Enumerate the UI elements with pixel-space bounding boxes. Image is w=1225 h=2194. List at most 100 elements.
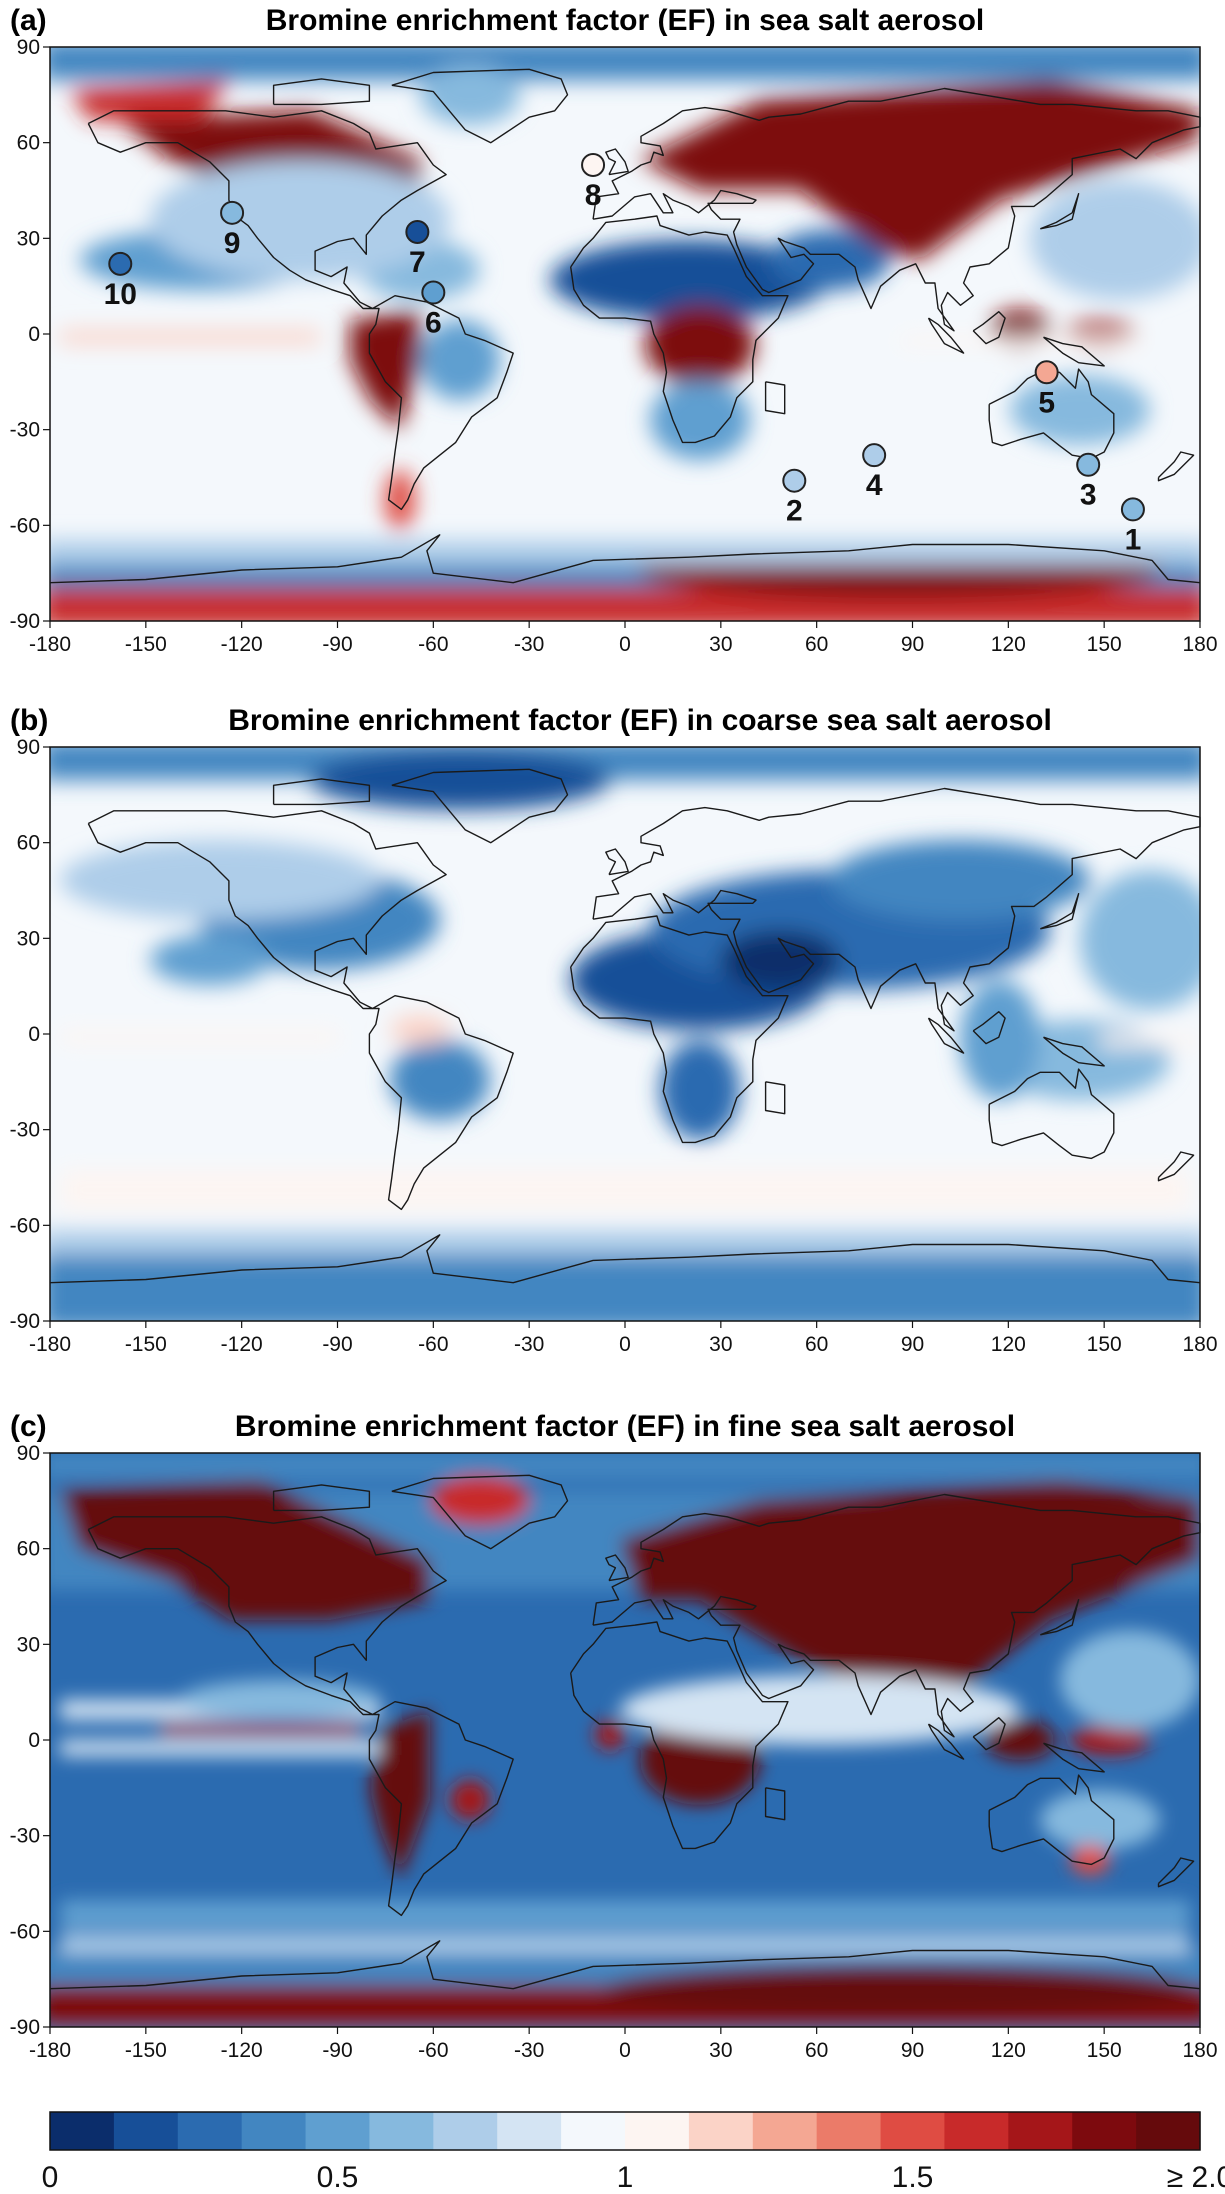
coastline bbox=[927, 1723, 965, 1760]
colorbar-tick-label: 1.5 bbox=[892, 2161, 934, 2194]
x-tick-label: -60 bbox=[418, 633, 448, 656]
x-tick-label: 150 bbox=[1087, 633, 1122, 656]
coastline bbox=[1040, 1599, 1080, 1636]
colorbar-cell bbox=[816, 2112, 882, 2150]
colorbar-cell bbox=[177, 2112, 243, 2150]
y-tick-label: -30 bbox=[10, 1119, 40, 1142]
coastline bbox=[368, 1701, 514, 1917]
coastline bbox=[49, 1940, 1201, 1990]
colorbar-tick-label: ≥ 2.0 bbox=[1167, 2161, 1225, 2194]
site-marker bbox=[421, 280, 446, 305]
x-tick-label: 180 bbox=[1182, 633, 1217, 656]
x-tick-label: 120 bbox=[991, 633, 1026, 656]
y-tick-label: -90 bbox=[10, 2016, 40, 2039]
panel-a-sites: 1 2 3 4 5 6 7 8 9 10 bbox=[104, 152, 1145, 556]
panel-c-coastlines bbox=[49, 1474, 1201, 1990]
y-tick-label: 90 bbox=[17, 736, 40, 759]
y-tick-label: 30 bbox=[17, 1633, 40, 1656]
y-tick-label: -60 bbox=[10, 514, 40, 537]
panel-a-axes: -180 -150 -120 -90 -60 -30 0 30 60 90 120 150 180906… bbox=[10, 36, 1218, 656]
x-tick-label: -120 bbox=[221, 2039, 263, 2062]
x-tick-label: -120 bbox=[221, 1333, 263, 1356]
site-label: 10 bbox=[104, 278, 137, 311]
site-marker bbox=[220, 200, 245, 225]
y-tick-label: 0 bbox=[28, 1023, 40, 1046]
panel-c: (c) Bromine enrichment factor (EF) in fi… bbox=[10, 1410, 1218, 2062]
colorbar-frame bbox=[49, 2111, 1201, 2151]
coastline bbox=[1043, 336, 1105, 367]
x-tick-label: -60 bbox=[418, 2039, 448, 2062]
coastline bbox=[1043, 1742, 1105, 1773]
site-label: 5 bbox=[1038, 386, 1055, 419]
site-label: 7 bbox=[409, 246, 426, 279]
y-tick-label: 0 bbox=[28, 323, 40, 346]
colorbar-ticks: 0 0.5 1 1.5 ≥ 2.0 bbox=[42, 2161, 1225, 2194]
colorbar-tick-label: 0.5 bbox=[317, 2161, 359, 2194]
x-tick-label: -30 bbox=[514, 633, 544, 656]
y-tick-label: 60 bbox=[17, 132, 40, 155]
site-marker bbox=[1034, 360, 1059, 385]
coastline bbox=[87, 110, 447, 310]
x-tick-label: -30 bbox=[514, 2039, 544, 2062]
coastline bbox=[605, 848, 629, 876]
x-tick-label: -60 bbox=[418, 1333, 448, 1356]
x-tick-label: -150 bbox=[125, 633, 167, 656]
site-label: 1 bbox=[1125, 523, 1142, 556]
site-marker bbox=[581, 152, 606, 177]
site-label: 6 bbox=[425, 307, 442, 340]
coastline bbox=[391, 68, 569, 144]
y-tick-label: 60 bbox=[17, 1538, 40, 1561]
site-label: 2 bbox=[786, 495, 803, 528]
colorbar-cell bbox=[113, 2112, 179, 2150]
coastline bbox=[1157, 451, 1195, 482]
panel-c-axes: -180 -150 -120 -90 -60 -30 0 30 60 90 120 150 180 90 6… bbox=[10, 1442, 1218, 2062]
x-tick-label: 30 bbox=[709, 2039, 732, 2062]
panel-b-tag: (b) bbox=[10, 704, 48, 737]
coastline bbox=[764, 381, 786, 415]
coastline bbox=[1157, 1151, 1195, 1182]
colorbar: 0 0.5 1 1.5 ≥ 2.0 bbox=[42, 2111, 1225, 2194]
panel-b-title: Bromine enrichment factor (EF) in coarse… bbox=[228, 704, 1052, 737]
x-tick-label: 90 bbox=[901, 633, 924, 656]
x-tick-label: 120 bbox=[991, 1333, 1026, 1356]
panel-a-title: Bromine enrichment factor (EF) in sea sa… bbox=[266, 4, 985, 37]
site-marker bbox=[108, 251, 133, 276]
x-tick-label: 0 bbox=[619, 633, 631, 656]
x-tick-label: -120 bbox=[221, 633, 263, 656]
site-marker bbox=[1120, 497, 1145, 522]
coastline bbox=[592, 1493, 1201, 1738]
x-tick-label: 150 bbox=[1087, 2039, 1122, 2062]
panel-a-map-field bbox=[50, 47, 1200, 621]
colorbar-cell bbox=[497, 2112, 562, 2150]
x-tick-label: -180 bbox=[29, 1333, 71, 1356]
coastline bbox=[1040, 893, 1080, 930]
colorbar-cell bbox=[561, 2112, 626, 2150]
coastline bbox=[592, 787, 1201, 1032]
y-tick-label: 30 bbox=[17, 927, 40, 950]
y-tick-label: -90 bbox=[10, 1310, 40, 1333]
colorbar-cell bbox=[944, 2112, 1009, 2150]
x-tick-label: 30 bbox=[709, 1333, 732, 1356]
x-tick-label: 60 bbox=[805, 2039, 828, 2062]
coastline bbox=[87, 810, 447, 1010]
y-tick-label: -90 bbox=[10, 610, 40, 633]
panel-b-map-field bbox=[50, 747, 1200, 1321]
panel-c-tag: (c) bbox=[10, 1410, 47, 1443]
panel-b-axes: -180 -150 -120 -90 -60 -30 0 30 60 90 120 150 180 90 6… bbox=[10, 736, 1218, 1356]
y-tick-label: 60 bbox=[17, 832, 40, 855]
panel-b: (b) Bromine enrichment factor (EF) in co… bbox=[10, 704, 1218, 1356]
colorbar-cell bbox=[1008, 2112, 1073, 2150]
panel-a: (a) Bromine enrichment factor (EF) in se… bbox=[10, 4, 1218, 656]
colorbar-cells bbox=[50, 2112, 1201, 2150]
y-tick-label: 90 bbox=[17, 36, 40, 59]
coastline bbox=[764, 1787, 786, 1821]
x-tick-label: 60 bbox=[805, 633, 828, 656]
colorbar-cell bbox=[433, 2112, 498, 2150]
x-tick-label: 120 bbox=[991, 2039, 1026, 2062]
y-tick-label: -60 bbox=[10, 1920, 40, 1943]
coastline bbox=[988, 1068, 1115, 1160]
site-label: 8 bbox=[585, 179, 602, 212]
coastline bbox=[272, 778, 371, 806]
coastline bbox=[1157, 1857, 1195, 1888]
